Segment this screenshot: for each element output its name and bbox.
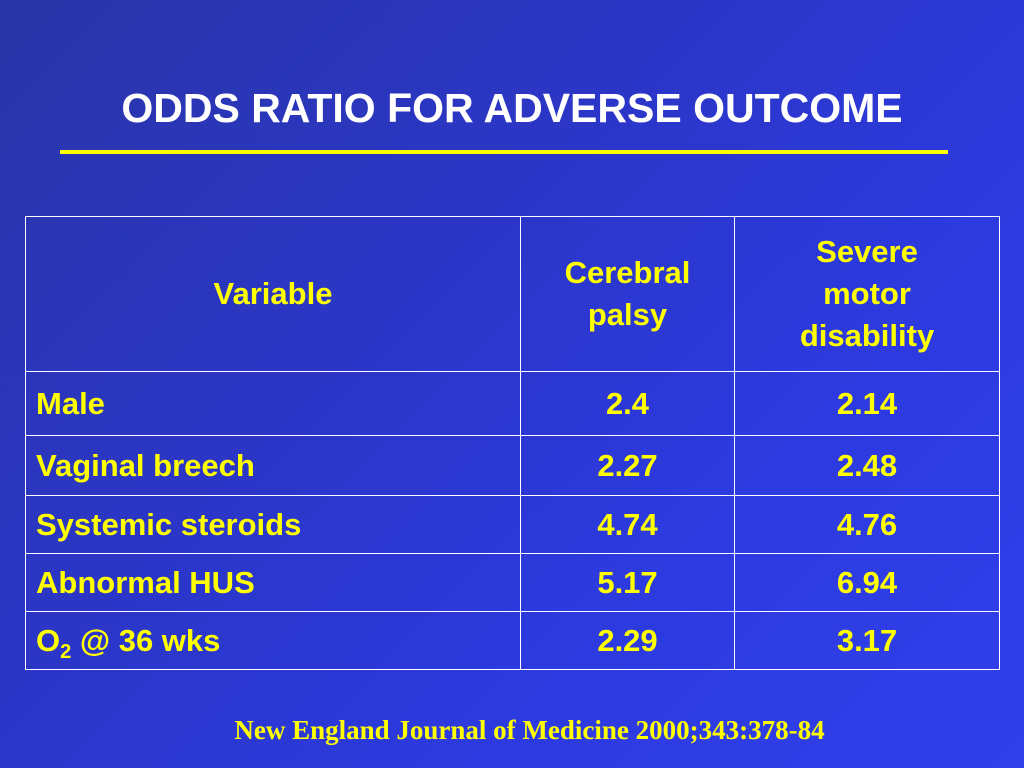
header-severe-motor-disability: Severe motor disability <box>734 216 1000 372</box>
row-cerebral-palsy-value: 2.27 <box>520 435 735 496</box>
row-variable-prefix: O <box>36 622 61 658</box>
title-underline <box>60 150 948 154</box>
citation: New England Journal of Medicine 2000;343… <box>234 715 825 745</box>
row-severe-motor-value: 3.17 <box>734 611 1000 670</box>
row-variable: Vaginal breech <box>25 435 521 496</box>
row-variable: Abnormal HUS <box>25 553 521 612</box>
table-header-row: Variable Cerebral palsy Severe motor dis… <box>25 216 1000 372</box>
header-cerebral-palsy-line2: palsy <box>587 297 668 332</box>
row-severe-motor-value: 4.76 <box>734 495 1000 554</box>
row-variable: Systemic steroids <box>25 495 521 554</box>
slide-title: ODDS RATIO FOR ADVERSE OUTCOME <box>121 85 903 131</box>
row-variable: O2 @ 36 wks <box>25 611 521 670</box>
row-variable-subscript: 2 <box>60 640 72 663</box>
header-severe-motor-line2: motor <box>823 276 911 311</box>
header-cerebral-palsy: Cerebral palsy <box>520 216 735 372</box>
table-row: Vaginal breech 2.27 2.48 <box>25 435 1000 496</box>
row-cerebral-palsy-value: 4.74 <box>520 495 735 554</box>
table-row: Systemic steroids 4.74 4.76 <box>25 495 1000 554</box>
header-severe-motor-line1: Severe <box>816 234 918 269</box>
row-cerebral-palsy-value: 2.29 <box>520 611 735 670</box>
row-variable-suffix: @ 36 wks <box>71 622 221 658</box>
row-cerebral-palsy-value: 5.17 <box>520 553 735 612</box>
table-row: Male 2.4 2.14 <box>25 371 1000 436</box>
table-row: Abnormal HUS 5.17 6.94 <box>25 553 1000 612</box>
header-severe-motor-line3: disability <box>799 318 935 353</box>
table-row: O2 @ 36 wks 2.29 3.17 <box>25 611 1000 670</box>
header-variable: Variable <box>25 216 521 372</box>
odds-ratio-table: Variable Cerebral palsy Severe motor dis… <box>25 216 1000 670</box>
header-cerebral-palsy-line1: Cerebral <box>564 255 691 290</box>
row-severe-motor-value: 6.94 <box>734 553 1000 612</box>
row-variable: Male <box>25 371 521 436</box>
row-severe-motor-value: 2.48 <box>734 435 1000 496</box>
row-severe-motor-value: 2.14 <box>734 371 1000 436</box>
row-cerebral-palsy-value: 2.4 <box>520 371 735 436</box>
